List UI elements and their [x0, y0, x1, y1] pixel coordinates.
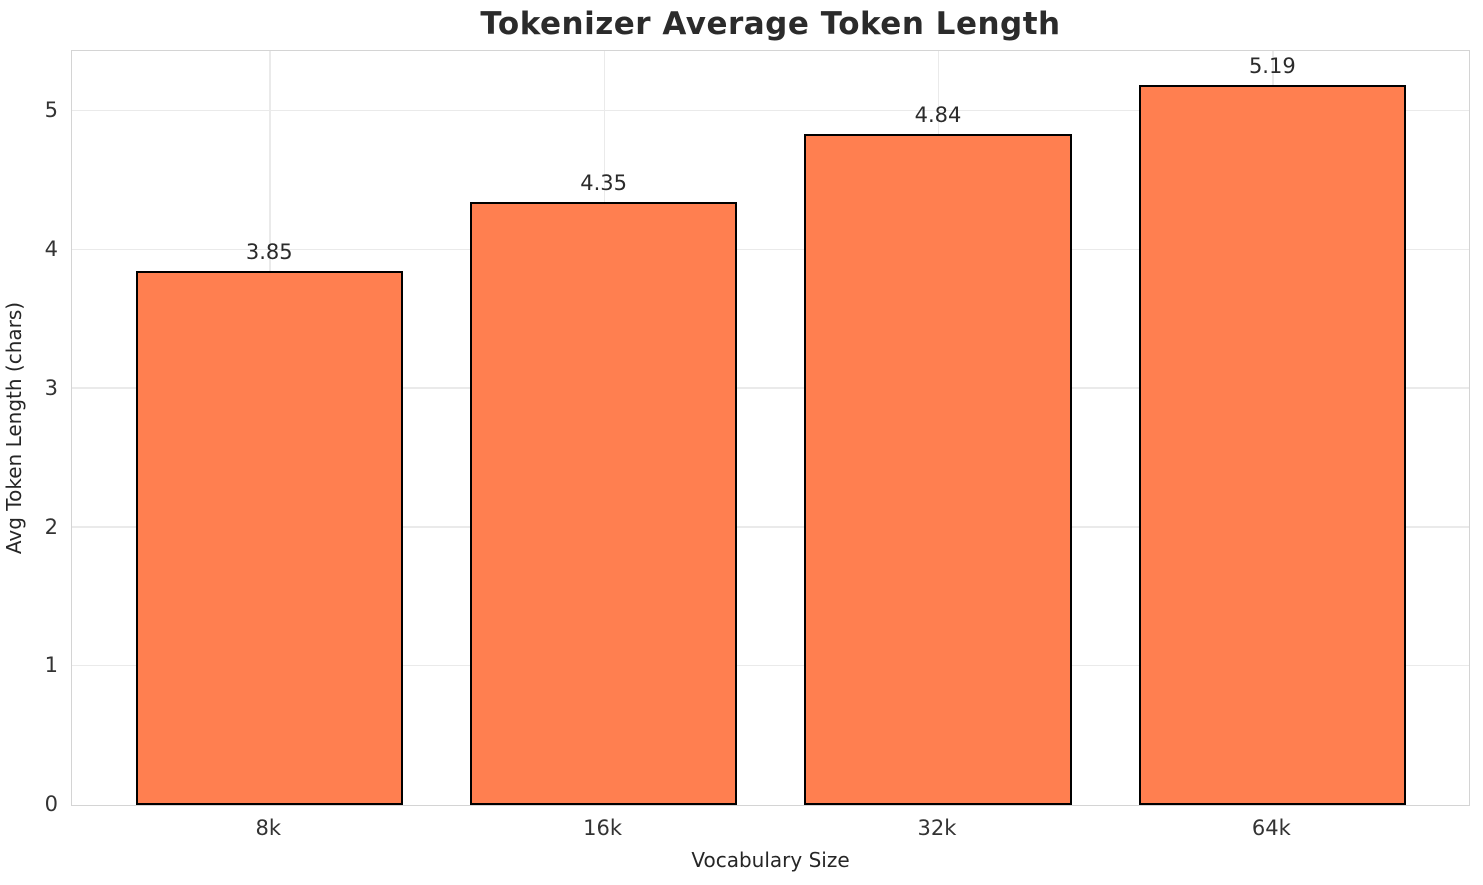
bar-value-label: 4.35: [580, 170, 627, 195]
chart-title: Tokenizer Average Token Length: [480, 6, 1061, 42]
x-tick-label: 32k: [917, 816, 957, 840]
gridline-h: [72, 526, 1469, 528]
bar-32k: [804, 133, 1072, 805]
x-tick-label: 16k: [583, 816, 623, 840]
bar-value-label: 4.84: [914, 102, 962, 127]
bar-16k: [469, 201, 738, 805]
gridline-h: [72, 387, 1469, 389]
y-tick-label: 0: [44, 792, 58, 816]
bar-value-label: 3.85: [245, 239, 293, 264]
y-tick-label: 5: [44, 98, 58, 123]
x-axis-label: Vocabulary Size: [691, 848, 850, 872]
gridline-h: [72, 248, 1469, 251]
y-tick-label: 4: [44, 237, 58, 262]
bar-64k: [1138, 85, 1407, 805]
bar-8k: [135, 270, 403, 805]
x-tick-label: 8k: [255, 816, 282, 840]
gridline-h: [72, 109, 1469, 112]
y-tick-label: 1: [44, 653, 58, 678]
plot-area: 3.85 4.35 4.84 5.19: [71, 50, 1470, 806]
x-tick-label: 64k: [1251, 816, 1291, 840]
gridline-h: [72, 664, 1469, 667]
y-tick-label: 3: [44, 375, 58, 400]
bar-value-label: 5.19: [1248, 54, 1296, 79]
y-tick-label: 2: [44, 514, 58, 539]
